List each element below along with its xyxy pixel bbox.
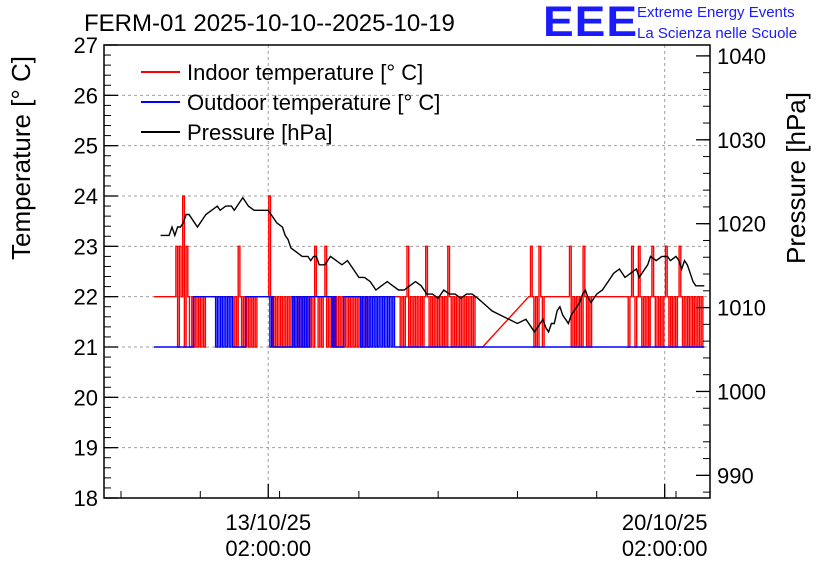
y-axis-label: Temperature [° C] xyxy=(6,56,36,260)
x-tick-label-time: 02:00:00 xyxy=(622,536,708,561)
y-tick-label: 24 xyxy=(74,184,98,209)
legend-outdoor-label: Outdoor temperature [° C] xyxy=(187,90,440,115)
x-tick-label-date: 13/10/25 xyxy=(225,510,311,535)
axes: 18 19 20 21 22 23 24 25 26 27 990 1000 1010 1020 1030 1… xyxy=(74,33,766,561)
y-tick-label: 23 xyxy=(74,234,98,259)
y-tick-label: 21 xyxy=(74,335,98,360)
eee-logo: EEE xyxy=(543,0,639,46)
y-tick-label: 22 xyxy=(74,285,98,310)
y2-tick-label: 1000 xyxy=(717,379,766,404)
plot-frame xyxy=(103,44,711,499)
legend: Indoor temperature [° C] Outdoor temperat… xyxy=(141,60,440,145)
series-line-outdoor xyxy=(154,296,705,348)
logo-subtitle-2: La Scienza nelle Scuole xyxy=(637,25,798,42)
y-tick-label: 18 xyxy=(74,486,98,511)
y-tick-label: 27 xyxy=(74,33,98,58)
series-line-pressure xyxy=(160,196,705,334)
y2-axis-label: Pressure [hPa] xyxy=(781,92,811,264)
y-tick-label: 25 xyxy=(74,134,98,159)
x-tick-label-date: 20/10/25 xyxy=(622,510,708,535)
series-lines xyxy=(154,195,705,348)
logo-subtitle-1: Extreme Energy Events xyxy=(637,4,795,21)
legend-pressure-label: Pressure [hPa] xyxy=(187,120,333,145)
y2-tick-label: 1010 xyxy=(717,296,766,321)
y-tick-label: 20 xyxy=(74,385,98,410)
y2-tick-label: 1040 xyxy=(717,44,766,69)
y-tick-label: 26 xyxy=(74,83,98,108)
legend-indoor-label: Indoor temperature [° C] xyxy=(187,60,423,85)
y-tick-label: 19 xyxy=(74,436,98,461)
chart-title: FERM-01 2025-10-10--2025-10-19 xyxy=(84,10,455,37)
y2-tick-label: 1030 xyxy=(717,128,766,153)
y2-tick-label: 990 xyxy=(717,463,754,488)
y2-tick-label: 1020 xyxy=(717,212,766,237)
x-tick-label-time: 02:00:00 xyxy=(225,536,311,561)
